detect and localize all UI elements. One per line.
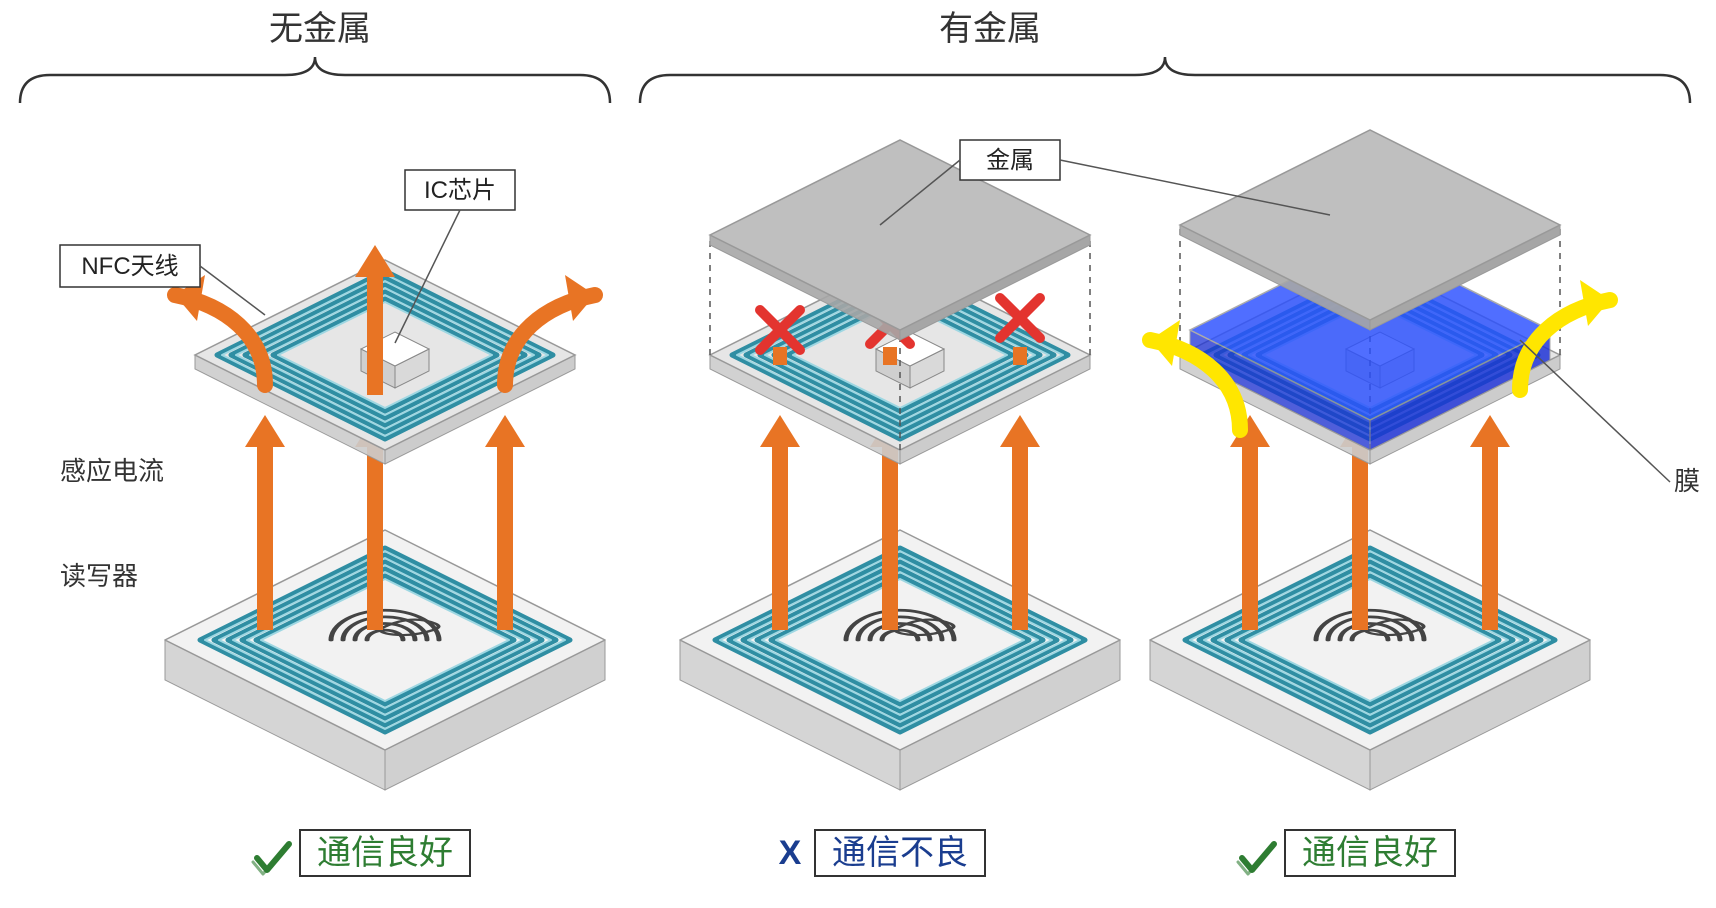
status-B-icon: X bbox=[779, 834, 802, 872]
title-with-metal: 有金属 bbox=[939, 10, 1041, 48]
label-induced-current: 感应电流 bbox=[60, 456, 164, 486]
status-B: 通信不良 bbox=[832, 834, 968, 872]
status-C: 通信良好 bbox=[1302, 834, 1438, 872]
callout-ic-chip: IC芯片 bbox=[424, 177, 496, 204]
scene-A bbox=[165, 245, 605, 790]
label-reader: 读写器 bbox=[60, 561, 138, 591]
status-A: 通信良好 bbox=[317, 834, 453, 872]
scene-B bbox=[680, 140, 1120, 790]
scene-C bbox=[1150, 130, 1610, 790]
title-no-metal: 无金属 bbox=[269, 10, 371, 48]
callout-nfc-antenna: NFC天线 bbox=[81, 253, 178, 280]
callout-metal: 金属 bbox=[986, 147, 1034, 174]
label-shield-film: 膜 bbox=[1674, 466, 1700, 496]
